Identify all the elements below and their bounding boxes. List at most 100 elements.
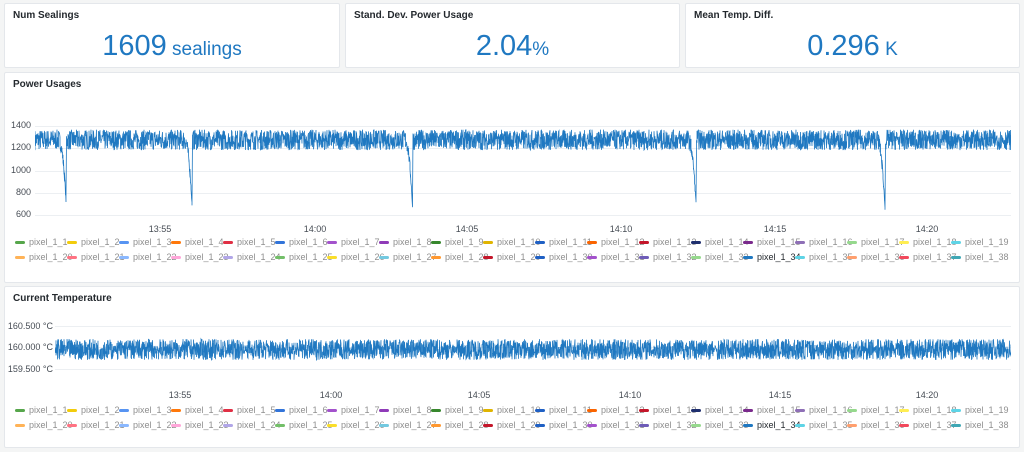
legend-item-pixel-1-33[interactable]: pixel_1_33 [691, 250, 749, 265]
legend-item-pixel-1-36[interactable]: pixel_1_36 [847, 250, 905, 265]
legend-item-pixel-1-22[interactable]: pixel_1_22 [119, 418, 177, 433]
legend-item-pixel-1-15[interactable]: pixel_1_15 [743, 235, 801, 250]
legend-swatch [587, 255, 597, 259]
legend-swatch [171, 241, 181, 245]
legend-item-pixel-1-32[interactable]: pixel_1_32 [639, 418, 697, 433]
legend-item-pixel-1-19[interactable]: pixel_1_19 [951, 235, 1009, 250]
legend-item-pixel-1-16[interactable]: pixel_1_16 [795, 235, 853, 250]
legend-item-pixel-1-17[interactable]: pixel_1_17 [847, 235, 905, 250]
legend-label: pixel_1_4 [185, 405, 224, 415]
legend-item-pixel-1-26[interactable]: pixel_1_26 [327, 418, 385, 433]
legend-item-pixel-1-11[interactable]: pixel_1_11 [535, 403, 592, 418]
legend-item-pixel-1-12[interactable]: pixel_1_12 [587, 235, 645, 250]
legend-item-pixel-1-19[interactable]: pixel_1_19 [951, 403, 1009, 418]
legend-item-pixel-1-23[interactable]: pixel_1_23 [171, 418, 229, 433]
legend-item-pixel-1-4[interactable]: pixel_1_4 [171, 235, 224, 250]
legend-item-pixel-1-29[interactable]: pixel_1_29 [483, 250, 541, 265]
current-temperature-plot[interactable] [55, 317, 1011, 382]
power-usages-plot[interactable] [35, 113, 1011, 218]
legend-item-pixel-1-1[interactable]: pixel_1_1 [15, 403, 68, 418]
legend-item-pixel-1-3[interactable]: pixel_1_3 [119, 235, 172, 250]
legend-item-pixel-1-13[interactable]: pixel_1_13 [639, 403, 697, 418]
legend-item-pixel-1-37[interactable]: pixel_1_37 [899, 250, 957, 265]
legend-item-pixel-1-16[interactable]: pixel_1_16 [795, 403, 853, 418]
legend-item-pixel-1-2[interactable]: pixel_1_2 [67, 235, 120, 250]
y-tick-label: 1200 [10, 142, 31, 152]
stat-panel-std-dev-power[interactable]: Stand. Dev. Power Usage 2.04% [345, 3, 680, 68]
legend-item-pixel-1-6[interactable]: pixel_1_6 [275, 235, 328, 250]
legend-item-pixel-1-35[interactable]: pixel_1_35 [795, 250, 853, 265]
legend-item-pixel-1-11[interactable]: pixel_1_11 [535, 235, 592, 250]
legend-item-pixel-1-7[interactable]: pixel_1_7 [327, 235, 380, 250]
legend-item-pixel-1-6[interactable]: pixel_1_6 [275, 403, 328, 418]
legend-item-pixel-1-38[interactable]: pixel_1_38 [951, 418, 1009, 433]
legend-item-pixel-1-34[interactable]: pixel_1_34 [743, 418, 801, 433]
legend-item-pixel-1-23[interactable]: pixel_1_23 [171, 250, 229, 265]
legend-item-pixel-1-9[interactable]: pixel_1_9 [431, 403, 484, 418]
legend-item-pixel-1-14[interactable]: pixel_1_14 [691, 235, 749, 250]
legend-item-pixel-1-29[interactable]: pixel_1_29 [483, 418, 541, 433]
legend-swatch [119, 423, 129, 427]
stat-panel-mean-temp-diff[interactable]: Mean Temp. Diff. 0.296 K [685, 3, 1020, 68]
legend-item-pixel-1-13[interactable]: pixel_1_13 [639, 235, 697, 250]
legend-item-pixel-1-1[interactable]: pixel_1_1 [15, 235, 68, 250]
legend-item-pixel-1-18[interactable]: pixel_1_18 [899, 235, 957, 250]
legend-swatch [483, 241, 493, 245]
legend-item-pixel-1-7[interactable]: pixel_1_7 [327, 403, 380, 418]
legend-item-pixel-1-27[interactable]: pixel_1_27 [379, 250, 437, 265]
legend-item-pixel-1-24[interactable]: pixel_1_24 [223, 418, 281, 433]
legend-item-pixel-1-26[interactable]: pixel_1_26 [327, 250, 385, 265]
legend-item-pixel-1-20[interactable]: pixel_1_20 [15, 418, 73, 433]
legend-item-pixel-1-25[interactable]: pixel_1_25 [275, 418, 333, 433]
legend-item-pixel-1-37[interactable]: pixel_1_37 [899, 418, 957, 433]
legend: pixel_1_1 pixel_1_2 pixel_1_3 pixel_1_4 pixe… [15, 403, 1011, 432]
legend-item-pixel-1-8[interactable]: pixel_1_8 [379, 235, 432, 250]
legend-item-pixel-1-9[interactable]: pixel_1_9 [431, 235, 484, 250]
power-usages-panel[interactable]: Power Usages 1400 1200 1000 800 600 13:5… [4, 72, 1020, 283]
legend-item-pixel-1-28[interactable]: pixel_1_28 [431, 250, 489, 265]
legend-item-pixel-1-5[interactable]: pixel_1_5 [223, 235, 276, 250]
legend-item-pixel-1-35[interactable]: pixel_1_35 [795, 418, 853, 433]
legend-item-pixel-1-36[interactable]: pixel_1_36 [847, 418, 905, 433]
legend-item-pixel-1-15[interactable]: pixel_1_15 [743, 403, 801, 418]
legend-item-pixel-1-25[interactable]: pixel_1_25 [275, 250, 333, 265]
legend-item-pixel-1-24[interactable]: pixel_1_24 [223, 250, 281, 265]
legend-item-pixel-1-30[interactable]: pixel_1_30 [535, 418, 593, 433]
legend-item-pixel-1-21[interactable]: pixel_1_21 [67, 250, 125, 265]
legend-item-pixel-1-27[interactable]: pixel_1_27 [379, 418, 437, 433]
legend-item-pixel-1-21[interactable]: pixel_1_21 [67, 418, 125, 433]
stat-value: 2.04% [346, 30, 679, 63]
legend-item-pixel-1-31[interactable]: pixel_1_31 [587, 418, 645, 433]
series-line-pixel-1-34[interactable] [35, 129, 1011, 210]
series-line-pixel-1-34[interactable] [55, 337, 1011, 362]
legend-item-pixel-1-4[interactable]: pixel_1_4 [171, 403, 224, 418]
legend-label: pixel_1_7 [341, 405, 380, 415]
legend-item-pixel-1-10[interactable]: pixel_1_10 [483, 235, 541, 250]
legend-item-pixel-1-34[interactable]: pixel_1_34 [743, 250, 801, 265]
legend-swatch [171, 423, 181, 427]
legend-item-pixel-1-28[interactable]: pixel_1_28 [431, 418, 489, 433]
legend-item-pixel-1-33[interactable]: pixel_1_33 [691, 418, 749, 433]
legend-item-pixel-1-3[interactable]: pixel_1_3 [119, 403, 172, 418]
stat-panel-num-sealings[interactable]: Num Sealings 1609 sealings [4, 3, 340, 68]
legend-item-pixel-1-8[interactable]: pixel_1_8 [379, 403, 432, 418]
stat-number: 1609 [102, 30, 167, 62]
legend-item-pixel-1-17[interactable]: pixel_1_17 [847, 403, 905, 418]
legend-item-pixel-1-30[interactable]: pixel_1_30 [535, 250, 593, 265]
legend-item-pixel-1-22[interactable]: pixel_1_22 [119, 250, 177, 265]
legend-item-pixel-1-20[interactable]: pixel_1_20 [15, 250, 73, 265]
legend-item-pixel-1-10[interactable]: pixel_1_10 [483, 403, 541, 418]
legend-item-pixel-1-32[interactable]: pixel_1_32 [639, 250, 697, 265]
legend-item-pixel-1-18[interactable]: pixel_1_18 [899, 403, 957, 418]
current-temperature-panel[interactable]: Current Temperature 160.500 °C 160.000 °… [4, 286, 1020, 448]
legend-item-pixel-1-5[interactable]: pixel_1_5 [223, 403, 276, 418]
legend-label: pixel_1_29 [497, 419, 541, 430]
legend-item-pixel-1-2[interactable]: pixel_1_2 [67, 403, 120, 418]
legend-label: pixel_1_17 [861, 405, 905, 415]
legend-item-pixel-1-31[interactable]: pixel_1_31 [587, 250, 645, 265]
legend-item-pixel-1-14[interactable]: pixel_1_14 [691, 403, 749, 418]
legend-label: pixel_1_9 [445, 405, 484, 415]
legend-item-pixel-1-38[interactable]: pixel_1_38 [951, 250, 1009, 265]
legend-item-pixel-1-12[interactable]: pixel_1_12 [587, 403, 645, 418]
legend-label: pixel_1_14 [705, 237, 749, 247]
